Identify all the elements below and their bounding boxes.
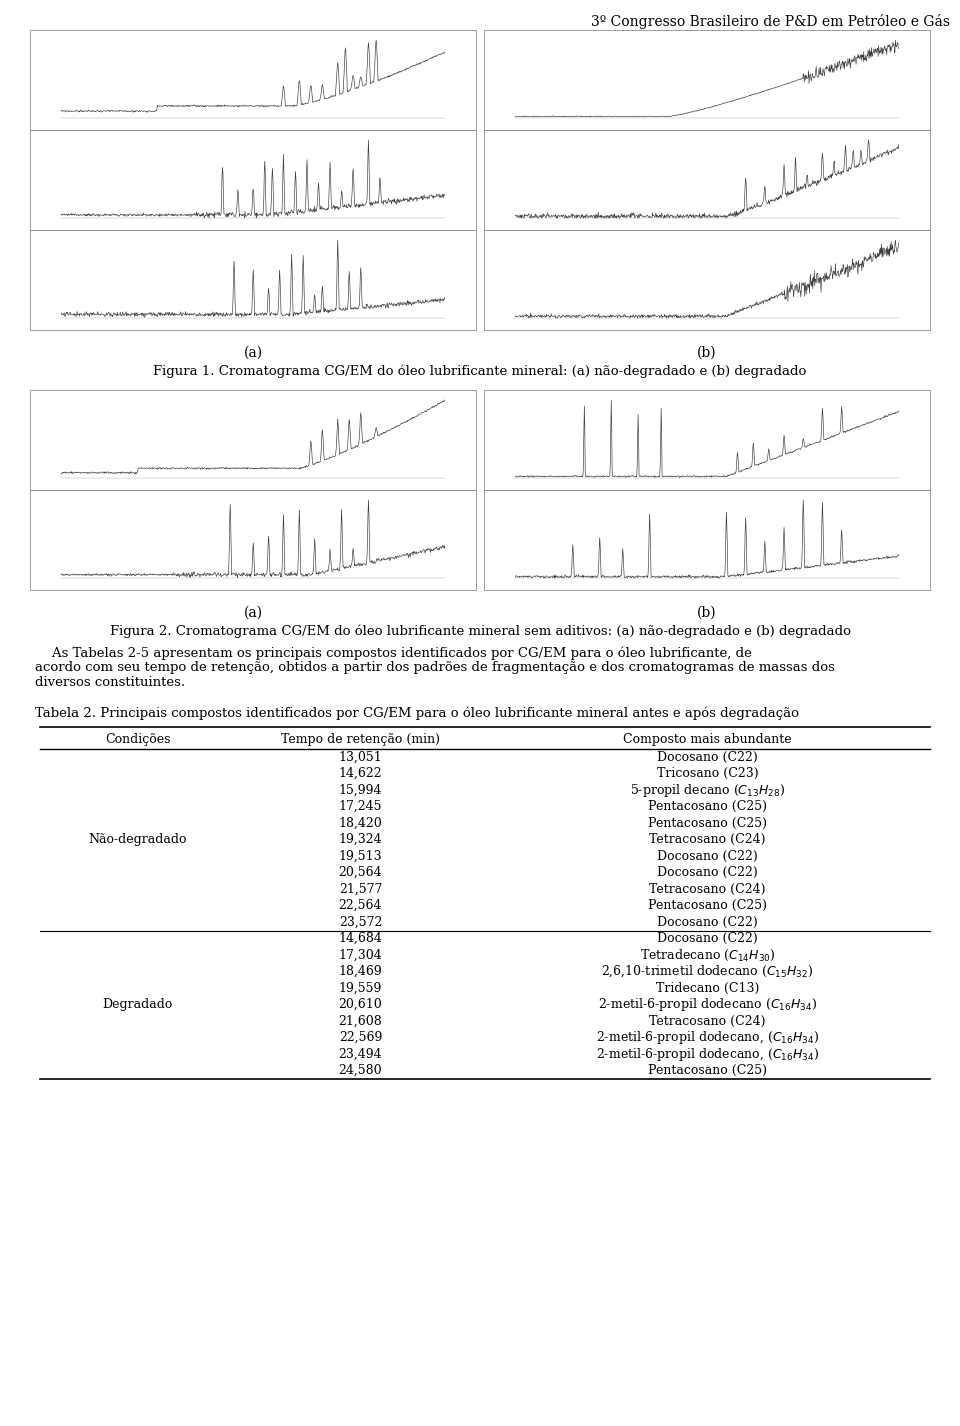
Text: Tricosano (C23): Tricosano (C23) bbox=[657, 767, 758, 780]
Text: 18,469: 18,469 bbox=[339, 965, 382, 978]
Bar bbox=[30, 130, 476, 230]
Text: Tetradecano ($C_{14}H_{30}$): Tetradecano ($C_{14}H_{30}$) bbox=[639, 948, 776, 963]
Bar bbox=[30, 389, 476, 491]
Text: 18,420: 18,420 bbox=[339, 817, 382, 830]
Text: 14,622: 14,622 bbox=[339, 767, 382, 780]
Bar bbox=[30, 230, 476, 329]
Text: 2-metil-6-propil dodecano, ($C_{16}H_{34}$): 2-metil-6-propil dodecano, ($C_{16}H_{34… bbox=[596, 1030, 819, 1047]
Text: 13,051: 13,051 bbox=[339, 750, 382, 764]
Text: 21,577: 21,577 bbox=[339, 883, 382, 896]
Text: 22,564: 22,564 bbox=[339, 900, 382, 913]
Text: Condições: Condições bbox=[106, 733, 171, 746]
Text: diversos constituintes.: diversos constituintes. bbox=[35, 676, 185, 689]
Bar bbox=[484, 389, 930, 491]
Text: 15,994: 15,994 bbox=[339, 784, 382, 797]
Bar bbox=[484, 30, 930, 130]
Text: Não-degradado: Não-degradado bbox=[88, 833, 187, 846]
Bar bbox=[484, 230, 930, 329]
Text: Docosano (C22): Docosano (C22) bbox=[658, 750, 757, 764]
Text: Docosano (C22): Docosano (C22) bbox=[658, 933, 757, 945]
Text: acordo com seu tempo de retenção, obtidos a partir dos padrões de fragmentação e: acordo com seu tempo de retenção, obtido… bbox=[35, 662, 835, 674]
Text: 2-metil-6-propil dodecano ($C_{16}H_{34}$): 2-metil-6-propil dodecano ($C_{16}H_{34}… bbox=[598, 997, 817, 1014]
Bar bbox=[484, 130, 930, 230]
Text: 22,569: 22,569 bbox=[339, 1031, 382, 1044]
Text: 23,572: 23,572 bbox=[339, 915, 382, 928]
Text: Tabela 2. Principais compostos identificados por CG/EM para o óleo lubrificante : Tabela 2. Principais compostos identific… bbox=[35, 707, 799, 720]
Text: 19,324: 19,324 bbox=[339, 833, 382, 846]
Text: 21,608: 21,608 bbox=[339, 1015, 382, 1028]
Text: Docosano (C22): Docosano (C22) bbox=[658, 850, 757, 863]
Text: 2-metil-6-propil dodecano, ($C_{16}H_{34}$): 2-metil-6-propil dodecano, ($C_{16}H_{34… bbox=[596, 1045, 819, 1062]
Text: Docosano (C22): Docosano (C22) bbox=[658, 915, 757, 928]
Text: Docosano (C22): Docosano (C22) bbox=[658, 866, 757, 880]
Text: Tetracosano (C24): Tetracosano (C24) bbox=[649, 833, 766, 846]
Text: Pentacosano (C25): Pentacosano (C25) bbox=[648, 900, 767, 913]
Text: Figura 1. Cromatograma CG/EM do óleo lubrificante mineral: (a) não-degradado e (: Figura 1. Cromatograma CG/EM do óleo lub… bbox=[154, 364, 806, 378]
Text: 3º Congresso Brasileiro de P&D em Petróleo e Gás: 3º Congresso Brasileiro de P&D em Petról… bbox=[591, 14, 950, 29]
Text: Tetracosano (C24): Tetracosano (C24) bbox=[649, 883, 766, 896]
Bar bbox=[30, 30, 476, 130]
Text: Tridecano (C13): Tridecano (C13) bbox=[656, 981, 759, 995]
Text: Pentacosano (C25): Pentacosano (C25) bbox=[648, 800, 767, 813]
Text: 20,610: 20,610 bbox=[339, 998, 382, 1011]
Text: (b): (b) bbox=[697, 606, 717, 620]
Bar bbox=[484, 491, 930, 590]
Text: Composto mais abundante: Composto mais abundante bbox=[623, 733, 792, 746]
Text: Tempo de retenção (min): Tempo de retenção (min) bbox=[281, 733, 440, 746]
Text: Pentacosano (C25): Pentacosano (C25) bbox=[648, 817, 767, 830]
Text: 24,580: 24,580 bbox=[339, 1064, 382, 1077]
Text: 17,304: 17,304 bbox=[339, 948, 382, 961]
Text: Degradado: Degradado bbox=[103, 998, 173, 1011]
Text: Tetracosano (C24): Tetracosano (C24) bbox=[649, 1015, 766, 1028]
Text: 20,564: 20,564 bbox=[339, 866, 382, 880]
Text: (a): (a) bbox=[244, 347, 263, 359]
Text: 17,245: 17,245 bbox=[339, 800, 382, 813]
Text: Pentacosano (C25): Pentacosano (C25) bbox=[648, 1064, 767, 1077]
Text: Figura 2. Cromatograma CG/EM do óleo lubrificante mineral sem aditivos: (a) não-: Figura 2. Cromatograma CG/EM do óleo lub… bbox=[109, 625, 851, 637]
Text: 14,684: 14,684 bbox=[339, 933, 382, 945]
Text: 19,559: 19,559 bbox=[339, 981, 382, 995]
Text: As Tabelas 2-5 apresentam os principais compostos identificados por CG/EM para o: As Tabelas 2-5 apresentam os principais … bbox=[35, 646, 752, 659]
Text: (b): (b) bbox=[697, 347, 717, 359]
Text: (a): (a) bbox=[244, 606, 263, 620]
Bar bbox=[30, 491, 476, 590]
Text: 2,6,10-trimetil dodecano ($C_{15}H_{32}$): 2,6,10-trimetil dodecano ($C_{15}H_{32}$… bbox=[602, 964, 813, 980]
Text: 19,513: 19,513 bbox=[339, 850, 382, 863]
Text: 23,494: 23,494 bbox=[339, 1048, 382, 1061]
Text: 5-propil decano ($C_{13}H_{28}$): 5-propil decano ($C_{13}H_{28}$) bbox=[630, 781, 785, 799]
